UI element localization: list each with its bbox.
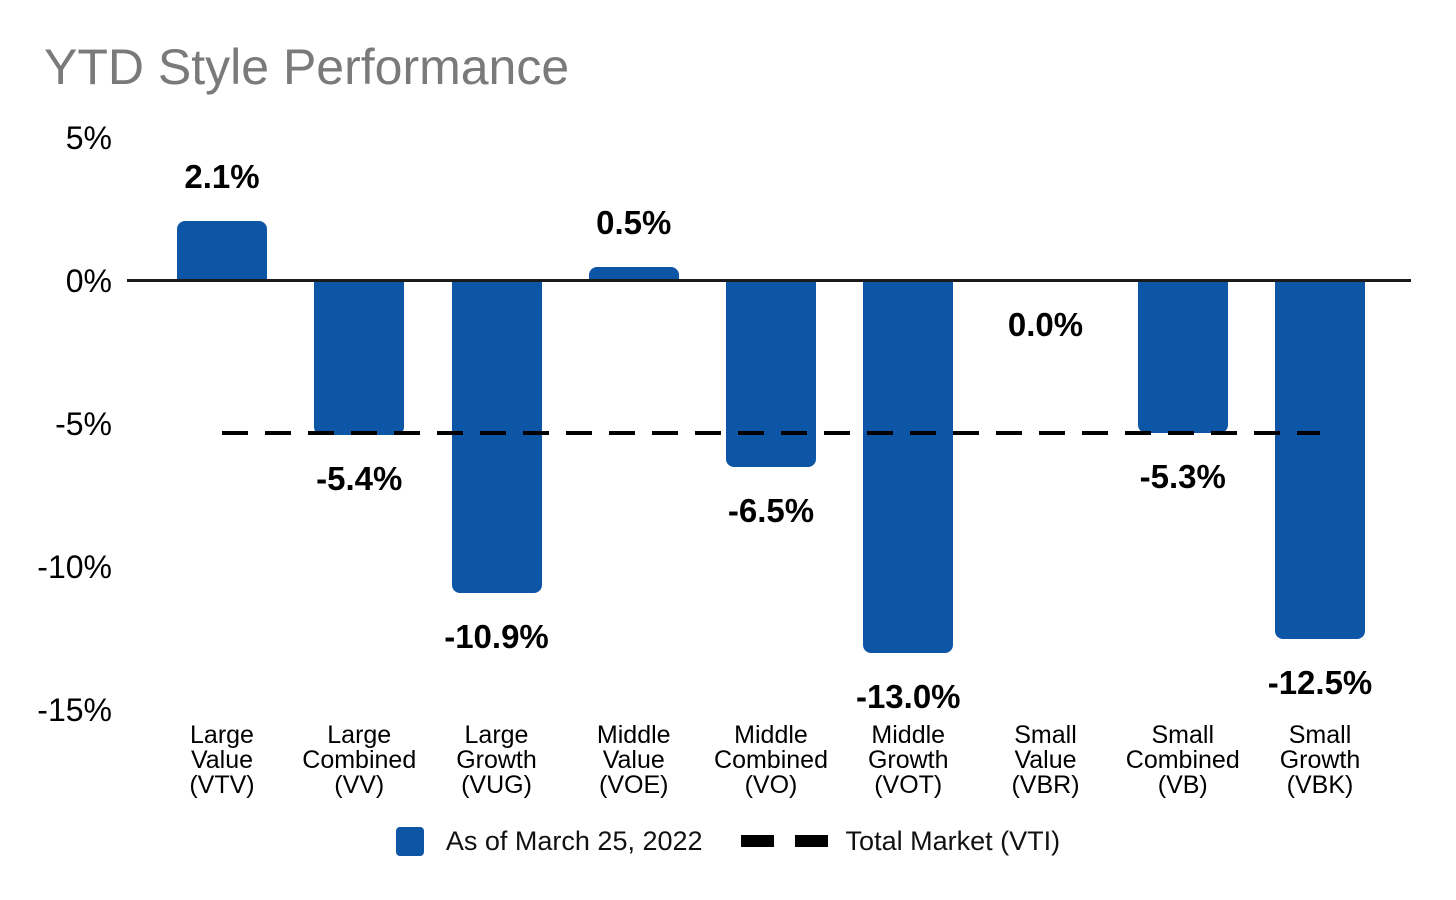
y-axis-tick-label: -15% (37, 692, 112, 728)
y-axis-tick-label: -5% (55, 406, 112, 442)
bar-value-label: -10.9% (444, 617, 549, 655)
category-label: Middle Growth (VOT) (867, 721, 949, 799)
y-axis-tick-label: 5% (65, 120, 112, 156)
y-axis-tick-label: -10% (37, 549, 112, 585)
bar (863, 281, 954, 653)
dashed-line-icon (740, 835, 774, 847)
bar (177, 220, 267, 281)
category-label: Small Growth (VBK) (1279, 721, 1361, 799)
total-market-reference-line (222, 430, 1320, 435)
bar (1137, 281, 1228, 433)
bar-value-label: -13.0% (855, 677, 961, 715)
category-label: Large Growth (VUG) (456, 721, 537, 799)
bar-value-label: -5.3% (1139, 457, 1226, 495)
bar (588, 266, 679, 281)
dashed-line-icon (794, 835, 828, 847)
legend-reference-label: Total Market (VTI) (845, 825, 1061, 856)
category-label: Large Value (VTV) (189, 721, 255, 799)
category-label: Large Combined (VV) (302, 721, 417, 799)
bar-value-label: 2.1% (184, 157, 260, 195)
bar-value-label: -5.4% (316, 460, 403, 498)
legend: As of March 25, 2022 Total Market (VTI) (0, 824, 1456, 858)
bar (314, 281, 405, 436)
legend-series-label: As of March 25, 2022 (445, 825, 703, 856)
bar-value-label: -6.5% (727, 491, 815, 529)
zero-axis-line (127, 279, 1411, 282)
series-swatch-icon (395, 826, 424, 856)
category-label: Middle Combined (VO) (714, 721, 828, 799)
category-label: Middle Value (VOE) (596, 721, 671, 799)
bar (451, 281, 542, 593)
chart-title: YTD Style Performance (44, 39, 570, 95)
bar-value-label: -12.5% (1267, 663, 1373, 701)
y-axis-tick-label: 0% (65, 263, 112, 299)
bar-value-label: 0.5% (596, 203, 672, 241)
bar (726, 281, 816, 467)
bar-value-label: 0.0% (1007, 306, 1084, 343)
category-label: Small Combined (VB) (1125, 721, 1240, 799)
bar (1275, 281, 1365, 639)
category-label: Small Value (VBR) (1011, 721, 1080, 799)
